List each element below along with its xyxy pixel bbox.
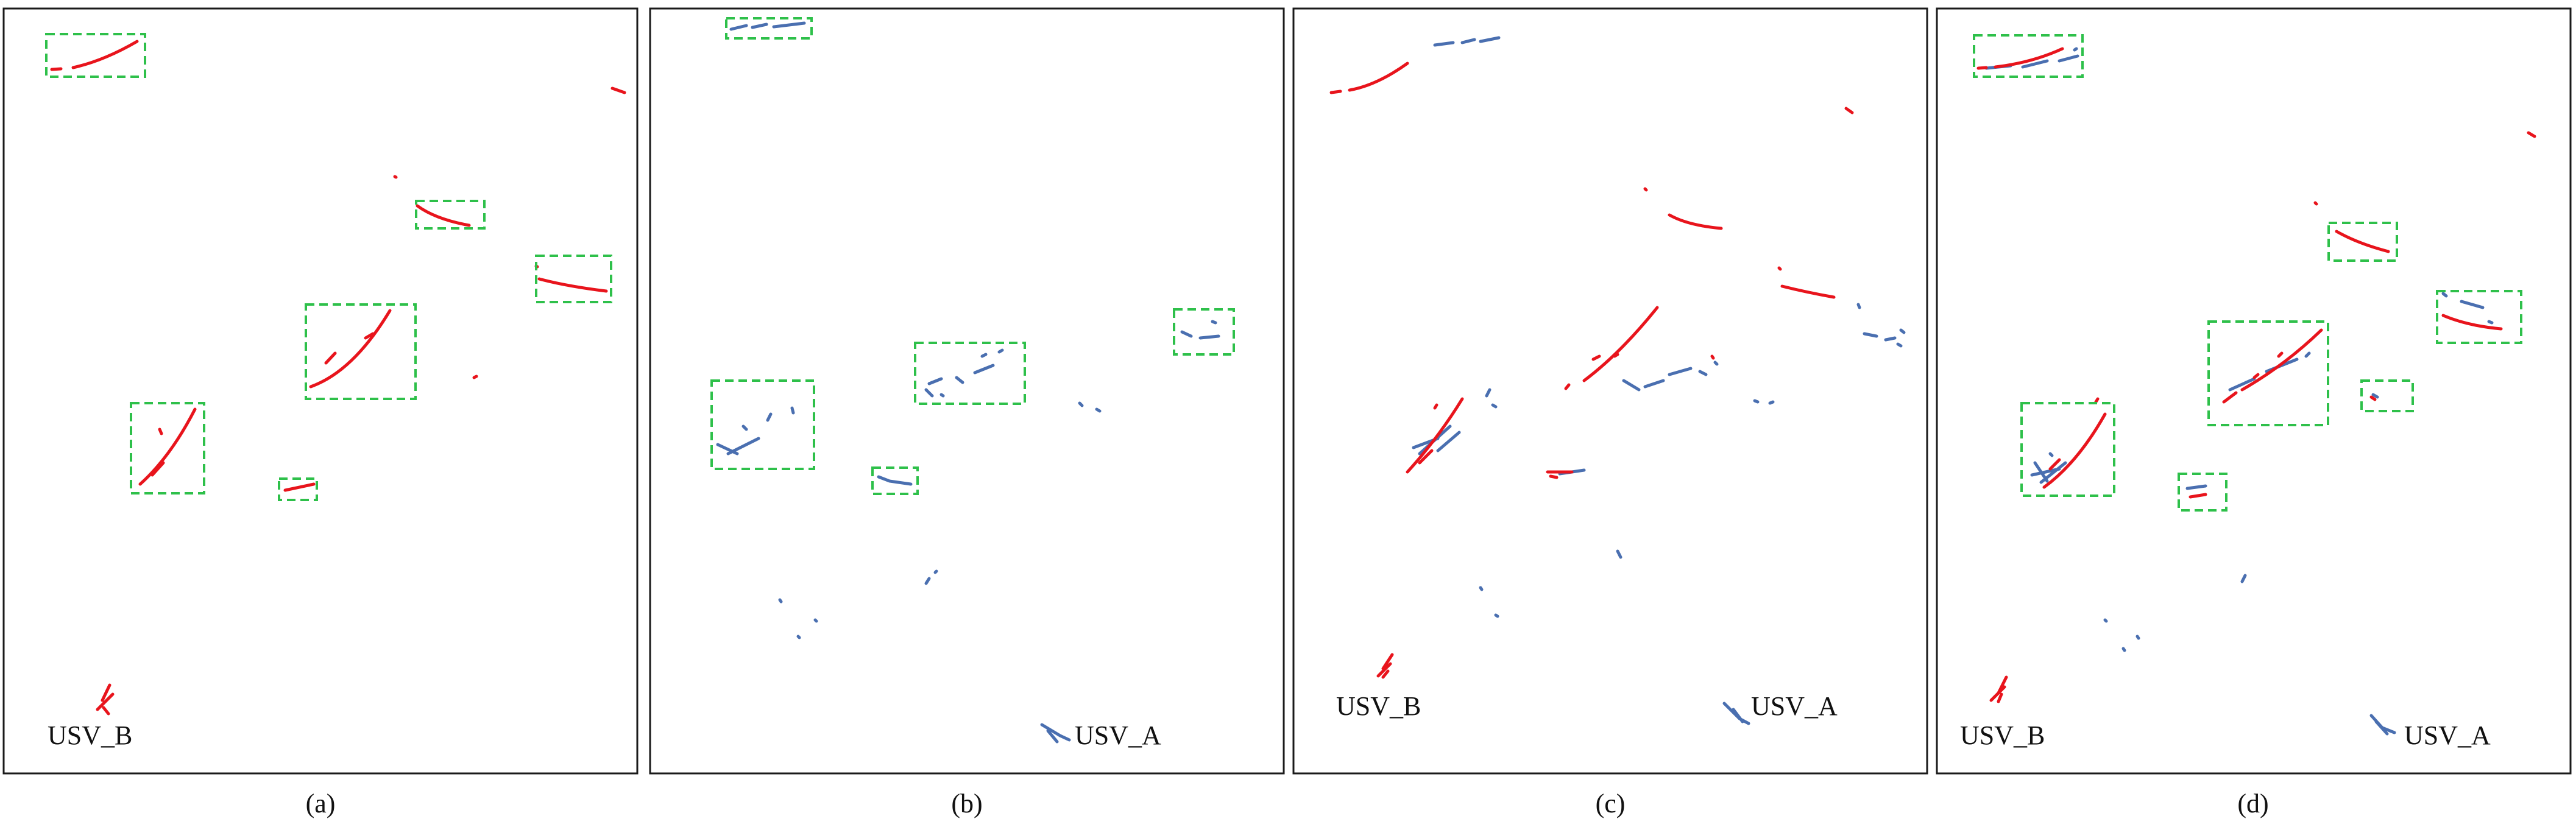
- panel-a-frame: [2, 7, 639, 775]
- detection-box: [1973, 34, 2084, 78]
- usv-a-label: USV_A: [2404, 720, 2491, 750]
- panel-c-frame: [1292, 7, 1928, 775]
- panel-c-usv-b-points: [1329, 62, 1854, 679]
- panel-d-caption: (d): [2237, 789, 2268, 818]
- panel-a: USV_B (a): [2, 7, 639, 818]
- detection-box: [2436, 290, 2522, 344]
- panel-b-boxes: [710, 17, 1235, 495]
- panel-a-boxes: [45, 33, 612, 501]
- usv-a-label: USV_A: [1075, 720, 1161, 750]
- detection-box: [914, 342, 1026, 405]
- detection-box: [2178, 473, 2227, 512]
- detection-box: [278, 477, 318, 501]
- panel-b-usv-a-points: [716, 21, 1220, 744]
- detection-box: [535, 255, 612, 303]
- detection-box: [45, 33, 146, 78]
- panel-d: USV_B USV_A (d): [1936, 7, 2572, 818]
- detection-box: [2207, 320, 2329, 426]
- panel-b-caption: (b): [951, 789, 982, 818]
- panel-c: USV_B USV_A (c): [1292, 7, 1928, 818]
- detection-box: [725, 17, 813, 40]
- detection-box: [415, 200, 486, 230]
- detection-box: [130, 402, 205, 494]
- usv-a-label: USV_A: [1751, 691, 1838, 721]
- usv-b-label: USV_B: [1336, 691, 1421, 721]
- usv-b-label: USV_B: [1960, 720, 2045, 750]
- detection-box: [710, 379, 815, 470]
- detection-box: [1173, 308, 1235, 356]
- panel-c-caption: (c): [1596, 789, 1626, 818]
- detection-box: [871, 466, 919, 495]
- detection-box: [2360, 379, 2414, 412]
- panel-d-usv-a-points: [1984, 47, 2494, 736]
- panel-b: USV_A (b): [649, 7, 1285, 818]
- detection-box: [2020, 402, 2115, 497]
- panel-a-caption: (a): [306, 789, 336, 818]
- panel-b-frame: [649, 7, 1285, 775]
- usv-b-label: USV_B: [48, 720, 132, 750]
- detection-box: [305, 303, 417, 400]
- panel-a-usv-b-points: [50, 40, 626, 716]
- panel-d-boxes: [1973, 34, 2522, 512]
- panel-d-usv-b-points: [1976, 47, 2536, 703]
- detection-box: [2327, 222, 2398, 262]
- panel-d-frame: [1936, 7, 2572, 775]
